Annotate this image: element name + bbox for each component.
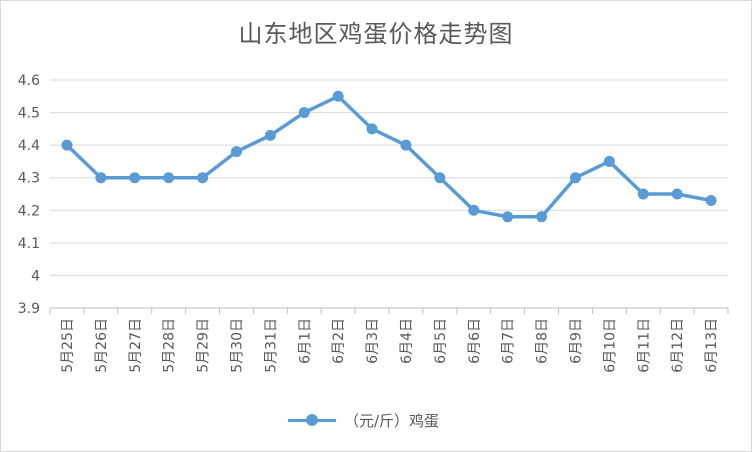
x-tick-label: 5月27日	[128, 318, 144, 373]
x-tick-label: 6月3日	[365, 318, 381, 364]
data-point	[332, 90, 344, 102]
data-point	[468, 204, 480, 216]
data-point	[671, 188, 683, 200]
x-tick-label: 6月12日	[670, 318, 686, 373]
x-tick-label: 5月31日	[263, 318, 279, 373]
data-point	[637, 188, 649, 200]
y-tick-label: 3.9	[18, 301, 40, 317]
x-tick-label: 5月28日	[162, 318, 178, 373]
legend-swatch-icon	[288, 410, 336, 430]
y-tick-label: 4.4	[18, 138, 40, 154]
data-point	[536, 211, 548, 223]
x-tick-label: 6月9日	[568, 318, 584, 364]
data-point	[502, 211, 514, 223]
x-tick-label: 6月10日	[602, 318, 618, 373]
y-tick-label: 4.1	[18, 236, 40, 252]
y-tick-label: 4.3	[18, 171, 40, 187]
gridlines	[50, 79, 728, 276]
x-tick-label: 6月6日	[467, 318, 483, 364]
x-tick-label: 6月4日	[399, 318, 415, 364]
x-tick-label: 6月8日	[535, 318, 551, 364]
y-tick-label: 4.6	[18, 73, 40, 89]
data-point	[603, 155, 615, 167]
data-point	[400, 139, 412, 151]
data-point	[129, 172, 141, 184]
legend: （元/斤）鸡蛋	[288, 408, 439, 432]
x-tick-label: 6月1日	[297, 318, 313, 364]
series-eggs	[61, 90, 717, 223]
series-line	[65, 94, 712, 219]
x-tick-label: 5月29日	[196, 318, 212, 373]
x-tick-label: 6月13日	[704, 318, 720, 373]
data-point	[197, 172, 209, 184]
data-point	[366, 123, 378, 135]
chart-title: 山东地区鸡蛋价格走势图	[238, 20, 514, 48]
x-axis-tick-labels: 5月25日 5月26日 5月27日 5月28日 5月29日 5月30日 5月31日 6月1日 6…	[60, 318, 720, 373]
y-axis-tick-labels: 4.6 4.5 4.4 4.3 4.2 4.1 4 3.9	[18, 73, 40, 317]
x-tick-label: 5月25日	[60, 318, 76, 373]
y-tick-label: 4.2	[18, 203, 40, 219]
x-tick-label: 5月30日	[229, 318, 245, 373]
data-point	[298, 107, 310, 119]
x-axis	[49, 307, 729, 314]
data-point	[163, 172, 175, 184]
legend-label: （元/斤）鸡蛋	[344, 411, 440, 430]
data-point	[705, 195, 717, 207]
data-point	[61, 139, 73, 151]
x-tick-label: 6月7日	[501, 318, 517, 364]
data-point	[569, 172, 581, 184]
x-tick-label: 6月2日	[331, 318, 347, 364]
data-point	[434, 172, 446, 184]
y-tick-label: 4.5	[18, 106, 40, 122]
data-point	[95, 172, 107, 184]
x-tick-label: 6月5日	[433, 318, 449, 364]
y-tick-label: 4	[31, 268, 40, 284]
data-point	[230, 146, 242, 158]
x-tick-label: 6月11日	[636, 318, 652, 373]
x-tick-label: 5月26日	[94, 318, 110, 373]
data-point	[264, 129, 276, 141]
